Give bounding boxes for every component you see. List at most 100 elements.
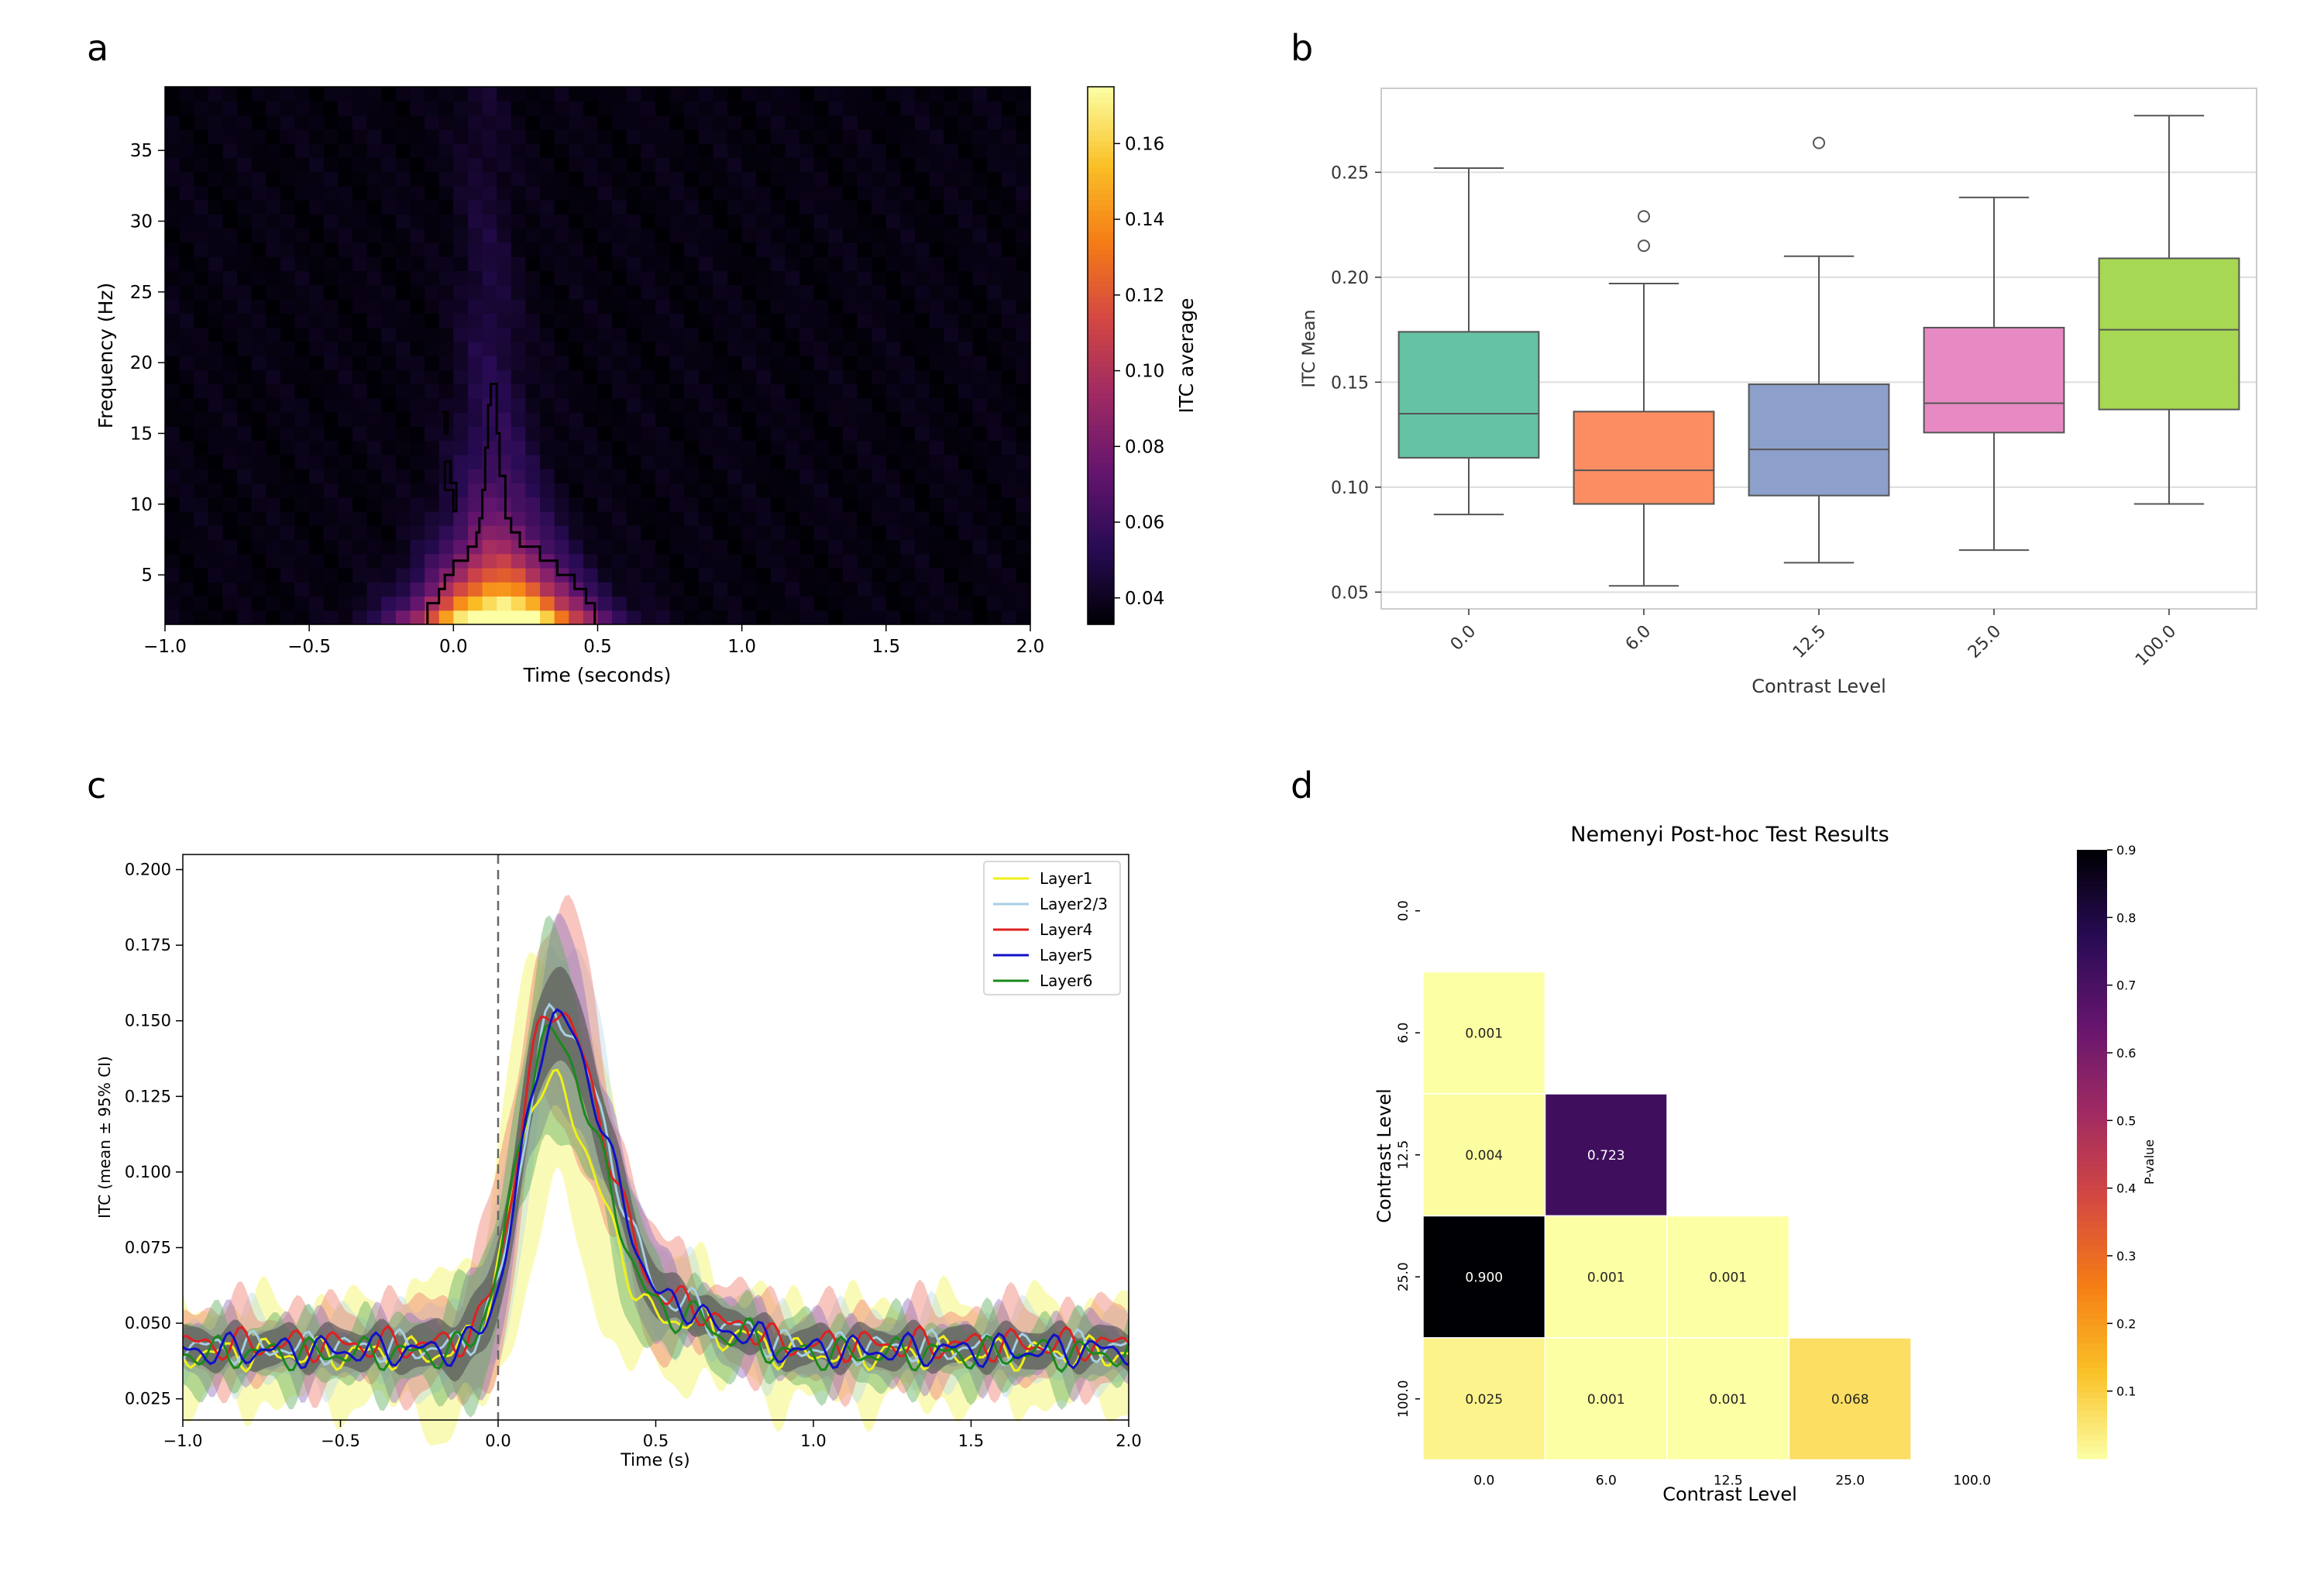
heatmap-cell bbox=[655, 567, 671, 583]
heatmap-cell bbox=[540, 171, 555, 187]
heatmap-cell bbox=[597, 143, 613, 158]
heatmap-cell bbox=[944, 383, 959, 399]
heatmap-cell bbox=[194, 483, 209, 498]
heatmap-cell bbox=[237, 370, 253, 385]
heatmap-cell bbox=[366, 567, 382, 583]
heatmap-cell bbox=[770, 157, 786, 173]
heatmap-cell bbox=[208, 412, 224, 427]
heatmap-cell bbox=[756, 511, 772, 526]
heatmap-cell bbox=[857, 356, 872, 370]
colorbar-segment bbox=[1088, 356, 1114, 362]
colorbar-segment bbox=[1088, 108, 1114, 115]
colorbar-segment bbox=[2077, 1325, 2107, 1332]
heatmap-cell bbox=[756, 171, 772, 187]
heatmap-cell bbox=[698, 270, 714, 286]
heatmap-cell bbox=[770, 383, 786, 399]
heatmap-cell bbox=[525, 284, 541, 300]
heatmap-cell bbox=[438, 185, 454, 201]
heatmap-cell bbox=[525, 171, 541, 187]
legend-box bbox=[983, 861, 1121, 995]
series-line-Layer6 bbox=[182, 1023, 1130, 1374]
heatmap-cell bbox=[165, 370, 180, 385]
heatmap-cell bbox=[381, 242, 397, 257]
heatmap-cell bbox=[309, 298, 325, 314]
heatmap-cell bbox=[957, 284, 974, 300]
heatmap-cell bbox=[1016, 242, 1031, 257]
heatmap-cell bbox=[972, 440, 988, 456]
y-axis-label: Frequency (Hz) bbox=[95, 283, 117, 429]
heatmap-cell bbox=[511, 228, 527, 243]
heatmap-cell bbox=[987, 284, 1002, 300]
heatmap-cell bbox=[511, 383, 527, 399]
heatmap-cell bbox=[165, 313, 180, 328]
heatmap-cell bbox=[987, 157, 1002, 173]
heatmap-cell bbox=[626, 200, 641, 215]
heatmap-cell bbox=[929, 313, 944, 328]
heatmap-cell bbox=[453, 143, 469, 158]
heatmap-cell bbox=[1001, 397, 1016, 413]
heatmap-cell bbox=[453, 356, 469, 370]
heatmap-cell bbox=[641, 157, 656, 173]
heatmap-cell bbox=[165, 383, 180, 399]
heatmap-cell bbox=[309, 356, 325, 370]
heatmap-cell bbox=[669, 525, 685, 541]
heatmap-cell bbox=[944, 497, 959, 512]
heatmap-cell bbox=[309, 143, 325, 158]
heatmap-cell bbox=[338, 214, 353, 229]
heatmap-cell bbox=[338, 539, 353, 555]
heatmap-cell bbox=[972, 242, 988, 257]
heatmap-cell bbox=[179, 341, 194, 356]
heatmap-cell bbox=[482, 284, 497, 300]
heatmap-cell bbox=[871, 129, 887, 144]
heatmap-cell bbox=[467, 214, 483, 229]
heatmap-cell bbox=[309, 370, 325, 385]
heatmap-cell bbox=[626, 129, 641, 144]
colorbar-segment bbox=[2077, 1020, 2107, 1027]
heatmap-cell bbox=[482, 115, 497, 130]
heatmap-cell bbox=[857, 596, 872, 611]
heatmap-cell bbox=[828, 129, 844, 144]
colorbar-segment bbox=[1088, 237, 1114, 243]
colorbar-segment bbox=[1088, 253, 1114, 260]
heatmap-cell bbox=[972, 525, 988, 541]
heatmap-cell bbox=[828, 115, 844, 130]
heatmap-cell bbox=[467, 341, 483, 356]
heatmap-cell bbox=[900, 454, 916, 469]
heatmap-cell bbox=[467, 313, 483, 328]
heatmap-cell bbox=[857, 284, 872, 300]
heatmap-cell bbox=[929, 101, 944, 116]
heatmap-cell bbox=[1422, 1093, 1546, 1217]
heatmap-cell bbox=[251, 596, 266, 611]
heatmap-cell bbox=[511, 171, 527, 187]
heatmap-cell bbox=[583, 298, 599, 314]
heatmap-cell bbox=[885, 143, 902, 158]
heatmap-cell bbox=[741, 539, 757, 555]
heatmap-cell bbox=[1016, 539, 1031, 555]
heatmap-cell bbox=[453, 200, 469, 215]
heatmap-cell bbox=[294, 214, 310, 229]
heatmap-cell bbox=[727, 157, 743, 173]
heatmap-cell bbox=[900, 356, 916, 370]
heatmap-cell bbox=[352, 313, 368, 328]
heatmap-cell bbox=[929, 270, 944, 286]
heatmap-cell bbox=[813, 101, 829, 116]
heatmap-cell bbox=[770, 313, 786, 328]
heatmap-cell bbox=[684, 214, 700, 229]
heatmap-cell bbox=[713, 256, 728, 272]
colorbar-tick-label: 0.16 bbox=[1125, 134, 1164, 154]
heatmap-cell bbox=[352, 539, 368, 555]
heatmap-cell bbox=[453, 511, 469, 526]
heatmap-cell bbox=[482, 426, 497, 442]
heatmap-cell bbox=[770, 454, 786, 469]
box-100.0 bbox=[2098, 115, 2240, 505]
heatmap-cell bbox=[885, 483, 902, 498]
heatmap-cell bbox=[813, 242, 829, 257]
heatmap-cell bbox=[425, 539, 440, 555]
colorbar-segment bbox=[2077, 1251, 2107, 1259]
heatmap-cell bbox=[987, 214, 1002, 229]
heatmap-cell bbox=[1001, 610, 1016, 625]
heatmap-cell bbox=[425, 171, 440, 187]
legend-label: Layer1 bbox=[1040, 869, 1093, 888]
heatmap-cell bbox=[612, 582, 627, 597]
